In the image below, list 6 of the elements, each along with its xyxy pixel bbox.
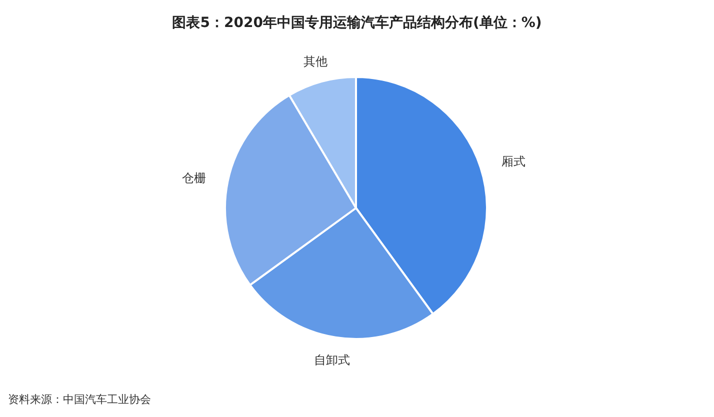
chart-title: 图表5：2020年中国专用运输汽车产品结构分布(单位：%)	[172, 14, 542, 31]
text: 资料来源：中国汽车工业协会	[8, 393, 151, 406]
slice-label: 仓栅	[182, 170, 206, 185]
slice-label: 自卸式	[314, 353, 350, 368]
slice-label: 厢式	[502, 154, 526, 169]
slice-label: 其他	[304, 54, 328, 68]
